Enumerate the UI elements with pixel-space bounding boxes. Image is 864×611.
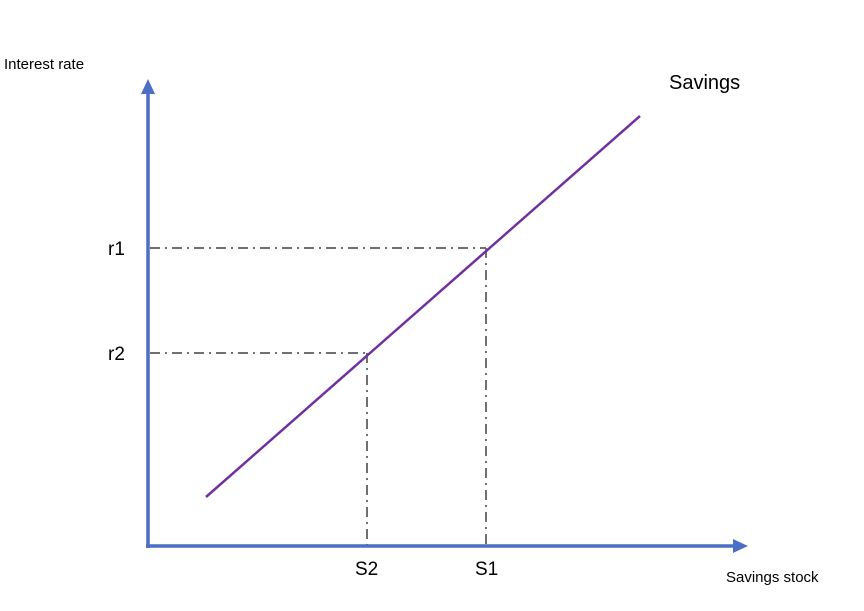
tick-label-r2: r2 [108,344,125,365]
tick-label-s1: S1 [475,559,498,580]
axes [141,79,748,553]
y-axis-label: Interest rate [4,56,84,73]
tick-label-r1: r1 [108,239,125,260]
x-axis-arrow-icon [733,539,748,553]
y-axis-arrow-icon [141,79,155,94]
guide-lines [150,247,487,546]
savings-curve [205,115,641,498]
x-axis-label: Savings stock [726,569,819,586]
curve-label: Savings [669,72,740,94]
tick-label-s2: S2 [355,559,378,580]
